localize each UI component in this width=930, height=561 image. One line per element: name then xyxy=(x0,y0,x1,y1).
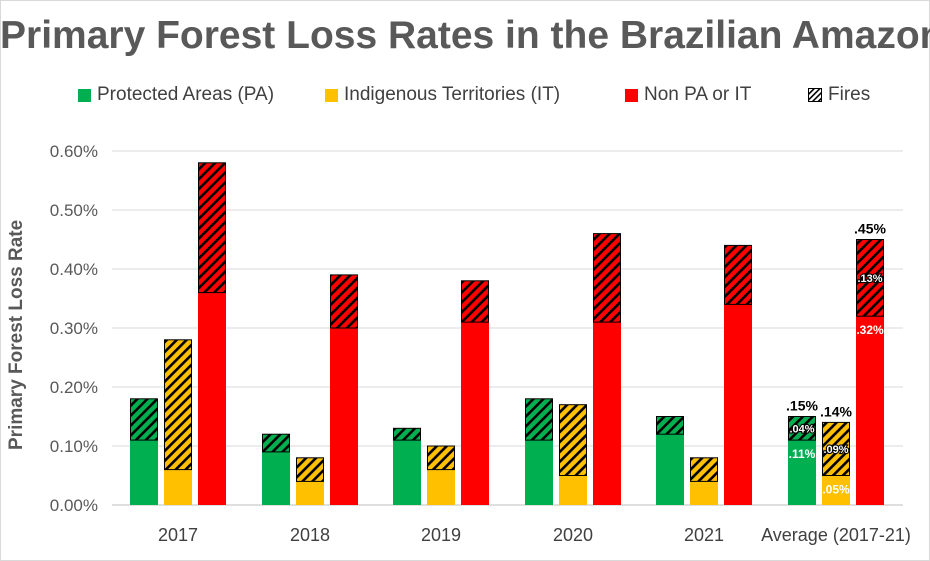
bar-non-fires xyxy=(724,244,752,305)
data-label-base: .32% xyxy=(856,323,884,337)
legend-swatch-non xyxy=(625,88,638,102)
x-tick-label: Average (2017-21) xyxy=(761,525,911,545)
bar-it-base xyxy=(822,475,850,505)
y-tick-label: 0.10% xyxy=(50,437,98,456)
bar-pa-fires xyxy=(525,398,553,441)
bar-it-fires xyxy=(690,457,718,482)
data-label-fires: .13% xyxy=(857,273,882,285)
chart-title: Primary Forest Loss Rates in the Brazili… xyxy=(0,14,930,57)
legend-swatch-fires xyxy=(808,88,822,102)
x-tick-label: 2019 xyxy=(421,525,461,545)
data-label-base: .05% xyxy=(822,483,850,497)
y-tick-label: 0.60% xyxy=(50,142,98,161)
x-tick-label: 2018 xyxy=(290,525,330,545)
bar-it-fires xyxy=(164,339,192,471)
legend-swatch-pa xyxy=(78,88,91,102)
bar-it-base xyxy=(427,469,455,505)
bar-non-base xyxy=(593,322,621,505)
bar-non-base xyxy=(198,292,226,505)
bar-pa-base xyxy=(656,434,684,505)
data-label-total: .15% xyxy=(786,398,818,414)
data-label-fires: .04% xyxy=(789,423,814,435)
legend: Protected Areas (PA) Indigenous Territor… xyxy=(0,84,930,110)
bar-it-fires xyxy=(296,457,324,482)
y-tick-label: 0.30% xyxy=(50,319,98,338)
bar-non-fires xyxy=(856,239,884,317)
legend-label-it: Indigenous Territories (IT) xyxy=(344,84,561,105)
bar-non-base xyxy=(461,322,489,505)
bar-pa-base xyxy=(130,440,158,505)
bar-pa-fires xyxy=(262,433,290,453)
legend-label-fires: Fires xyxy=(828,84,871,105)
x-tick-label: 2021 xyxy=(684,525,724,545)
bar-it-fires xyxy=(427,445,455,471)
bar-pa-base xyxy=(262,451,290,505)
bar-non-fires xyxy=(198,162,226,294)
bar-it-base xyxy=(690,481,718,505)
bar-it-base xyxy=(559,475,587,505)
bar-it-base xyxy=(296,481,324,505)
bar-pa-fires xyxy=(130,398,158,441)
y-tick-label: 0.40% xyxy=(50,260,98,279)
x-tick-label: 2017 xyxy=(158,525,198,545)
y-tick-label: 0.20% xyxy=(50,378,98,397)
bar-non-base xyxy=(724,304,752,505)
y-tick-label: 0.50% xyxy=(50,201,98,220)
data-label-total: .45% xyxy=(854,221,886,237)
bar-it-fires xyxy=(822,421,850,476)
bar-pa-fires xyxy=(393,427,421,441)
data-label-fires: .09% xyxy=(823,444,848,456)
data-label-base: .11% xyxy=(789,447,816,461)
bar-pa-base xyxy=(525,440,553,505)
legend-swatch-it xyxy=(325,88,338,102)
x-tick-label: 2020 xyxy=(553,525,593,545)
y-tick-label: 0.00% xyxy=(50,496,98,515)
bar-it-base xyxy=(164,469,192,505)
bar-pa-fires xyxy=(788,416,816,441)
bar-it-fires xyxy=(559,404,587,477)
bar-pa-fires xyxy=(656,416,684,435)
legend-item-fires: Fires xyxy=(808,84,870,106)
legend-item-pa: Protected Areas (PA) xyxy=(78,84,274,106)
bar-pa-base xyxy=(393,440,421,505)
bar-non-base xyxy=(330,328,358,505)
legend-label-pa: Protected Areas (PA) xyxy=(97,84,275,105)
legend-label-non: Non PA or IT xyxy=(644,84,752,105)
bar-non-base xyxy=(856,316,884,505)
data-label-total: .14% xyxy=(820,403,852,419)
bar-non-fires xyxy=(330,274,358,329)
bar-non-fires xyxy=(593,233,621,323)
bar-non-fires xyxy=(461,280,489,323)
bar-pa-base xyxy=(788,440,816,505)
legend-item-it: Indigenous Territories (IT) xyxy=(325,84,560,106)
legend-item-non: Non PA or IT xyxy=(625,84,751,106)
